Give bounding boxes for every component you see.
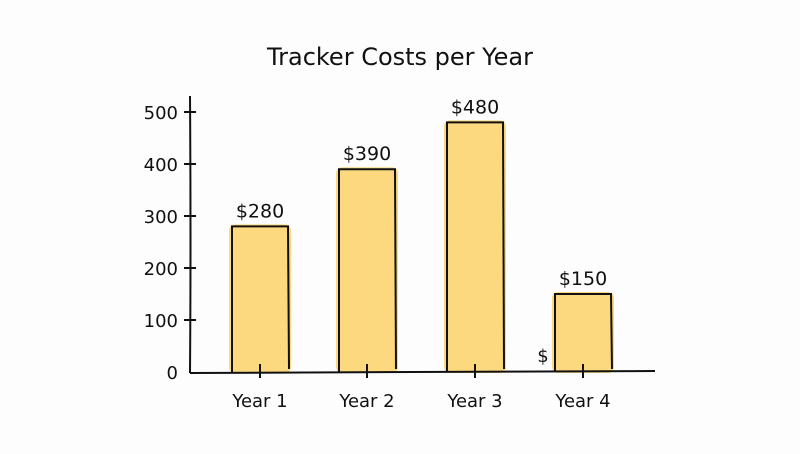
bar-outline [446,121,505,372]
x-axis: Year 1 Year 2 Year 3 Year 4 [189,364,656,412]
bar-value-label: $480 [451,96,499,118]
x-tick-label: Year 1 [231,391,287,412]
y-axis-label: $ [537,346,548,367]
bar-fill [552,292,614,373]
bar-fill [444,120,506,374]
y-axis: 0 100 200 300 400 500 [144,95,196,384]
bar-value-label: $150 [559,268,607,290]
bar-outline [554,293,613,372]
y-axis-line [189,95,192,374]
bar-outline [231,225,290,372]
bar-year-3: $480 [444,96,506,374]
x-tick-label: Year 3 [446,391,502,412]
bar-year-4: $150 [552,268,614,373]
bar-fill [336,167,398,373]
x-axis-line [189,370,656,374]
bar-year-1: $280 [229,200,291,373]
bar-value-label: $390 [343,143,391,165]
bar-outline [338,168,397,372]
y-tick-label: 400 [144,155,178,176]
y-tick-label: 500 [144,103,178,124]
bar-year-2: $390 [336,143,398,373]
bars-group: $280 $390 $480 $150 [229,96,614,374]
chart-title: Tracker Costs per Year [266,43,533,71]
x-tick-label: Year 2 [338,391,394,412]
y-tick-label: 200 [144,259,178,280]
x-tick-label: Year 4 [554,391,610,412]
bar-fill [229,224,291,373]
y-tick-label: 300 [144,207,178,228]
y-tick-label: 100 [144,311,178,332]
y-tick-label: 0 [167,363,178,384]
bar-value-label: $280 [236,200,284,222]
